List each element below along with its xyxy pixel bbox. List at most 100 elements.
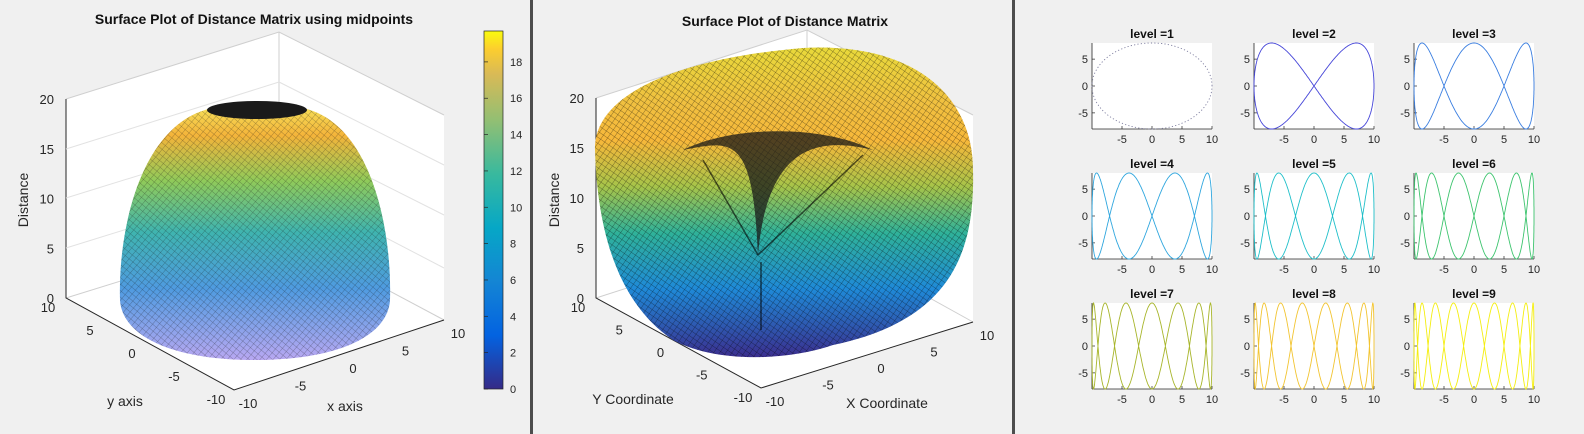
tick-label: 5 (930, 345, 937, 360)
subplot-title: level =4 (1130, 157, 1174, 171)
subplot-level-4: level =4 -5 0 5 10 5 0 -5 (1078, 157, 1218, 276)
x-axis-label: X Coordinate (846, 395, 928, 411)
subplot-title: level =8 (1292, 287, 1336, 301)
figure-dome-surface: Surface Plot of Distance Matrix using mi… (0, 0, 530, 434)
colorbar-scale (483, 30, 504, 390)
z-axis-label: Distance (546, 173, 562, 228)
x-tick-label: 10 (1206, 134, 1218, 146)
y-tick-label: -5 (1240, 238, 1250, 250)
subplot-level-7: level =7 -5 0 5 10 5 0 -5 (1078, 287, 1218, 406)
y-tick-label: 5 (1082, 314, 1088, 326)
lissajous-curve (1253, 302, 1375, 390)
x-tick-label: -5 (1117, 264, 1127, 276)
tick-label: -10 (734, 390, 753, 405)
x-tick-label: -5 (1117, 394, 1127, 406)
y-axis-label: Y Coordinate (592, 391, 674, 407)
tick-label: 0 (577, 291, 584, 306)
x-tick-label: 0 (1471, 134, 1477, 146)
x-tick-label: 0 (1471, 264, 1477, 276)
figure-lissajous-grid: level =1 -5 0 5 10 5 0 -5 level =2 -5 0 5 10 5 0 -5 leve… (1015, 0, 1584, 434)
tick-label: 0 (349, 361, 356, 376)
y-tick-label: 5 (1244, 314, 1250, 326)
subplot-level-6: level =6 -5 0 5 10 5 0 -5 (1400, 157, 1540, 276)
colorbar-tick-label: 14 (510, 130, 522, 142)
tick-label: 10 (40, 192, 54, 207)
x-tick-label: 0 (1149, 134, 1155, 146)
y-tick-label: 5 (1082, 184, 1088, 196)
subplot-level-1: level =1 -5 0 5 10 5 0 -5 (1078, 27, 1218, 146)
tick-label: 0 (128, 346, 135, 361)
x-axis: -10 -5 0 5 10 X Coordinate (766, 328, 995, 411)
y-axis-label: y axis (107, 393, 143, 409)
dome-surface (119, 101, 391, 360)
tick-label: 15 (40, 142, 54, 157)
x-tick-label: 10 (1528, 134, 1540, 146)
y-axis: -10 -5 0 5 10 y axis (41, 300, 226, 409)
x-tick-label: 10 (1368, 264, 1380, 276)
x-tick-label: -5 (1279, 134, 1289, 146)
x-tick-label: -5 (1439, 394, 1449, 406)
colorbar-tick-label: 4 (510, 311, 516, 323)
y-tick-label: 0 (1244, 211, 1250, 223)
subplot-title: level =6 (1452, 157, 1496, 171)
colorbar-tick-label: 2 (510, 348, 516, 360)
subplot-plot-area (1092, 43, 1212, 129)
tick-label: 10 (451, 326, 465, 341)
y-tick-label: 0 (1404, 211, 1410, 223)
colorbar-tick-label: 0 (510, 384, 516, 396)
subplot-level-2: level =2 -5 0 5 10 5 0 -5 (1240, 27, 1380, 146)
chart-title: Surface Plot of Distance Matrix using mi… (95, 11, 413, 27)
tick-label: 0 (47, 291, 54, 306)
colorbar-tick-label: 8 (510, 239, 516, 251)
subplot-plot-area (1254, 173, 1374, 259)
tick-label: 10 (980, 328, 994, 343)
x-tick-label: 10 (1528, 264, 1540, 276)
colorbar-tick-label: 10 (510, 202, 522, 214)
y-tick-label: 5 (1082, 54, 1088, 66)
subplot-level-3: level =3 -5 0 5 10 5 0 -5 (1400, 27, 1540, 146)
dome-surface-chart: Surface Plot of Distance Matrix using mi… (15, 11, 522, 414)
x-tick-label: 0 (1311, 264, 1317, 276)
x-tick-label: -5 (1439, 264, 1449, 276)
lissajous-curve (1413, 42, 1535, 130)
x-tick-label: 10 (1368, 394, 1380, 406)
x-tick-label: 5 (1179, 134, 1185, 146)
y-tick-label: -5 (1240, 108, 1250, 120)
subplot-title: level =5 (1292, 157, 1336, 171)
tick-label: 0 (877, 361, 884, 376)
x-tick-label: 10 (1206, 394, 1218, 406)
y-tick-label: 5 (1404, 54, 1410, 66)
x-tick-label: 5 (1179, 394, 1185, 406)
y-tick-label: 0 (1244, 341, 1250, 353)
z-axis: 0 5 10 15 20 Distance (546, 91, 584, 306)
lissajous-curve (1413, 172, 1535, 260)
y-axis: -10 -5 0 5 10 Y Coordinate (571, 300, 753, 407)
y-tick-label: 5 (1244, 184, 1250, 196)
x-axis-label: x axis (327, 398, 363, 414)
lissajous-curve (1413, 302, 1535, 390)
tick-label: 5 (47, 241, 54, 256)
subplot-title: level =1 (1130, 27, 1174, 41)
y-tick-label: -5 (1078, 108, 1088, 120)
tick-label: -5 (295, 379, 307, 394)
chart-title: Surface Plot of Distance Matrix (682, 13, 888, 29)
colorbar: 0 2 4 6 8 10 12 14 16 18 (483, 30, 522, 396)
x-tick-label: 10 (1206, 264, 1218, 276)
tick-label: -5 (168, 369, 180, 384)
subplot-title: level =3 (1452, 27, 1496, 41)
colorbar-tick-label: 16 (510, 93, 522, 105)
x-axis: -10 -5 0 5 10 x axis (239, 326, 466, 414)
lissajous-curve (1091, 42, 1213, 130)
subplot-level-5: level =5 -5 0 5 10 5 0 -5 (1240, 157, 1380, 276)
x-tick-label: 5 (1179, 264, 1185, 276)
colorbar-tick-label: 6 (510, 275, 516, 287)
tick-label: -10 (239, 396, 258, 411)
lissajous-curve (1253, 172, 1375, 260)
tick-label: 10 (570, 191, 584, 206)
x-tick-label: 5 (1341, 394, 1347, 406)
subplot-level-9: level =9 -5 0 5 10 5 0 -5 (1400, 287, 1540, 406)
y-tick-label: -5 (1400, 368, 1410, 380)
subplot-title: level =9 (1452, 287, 1496, 301)
x-tick-label: 0 (1149, 264, 1155, 276)
